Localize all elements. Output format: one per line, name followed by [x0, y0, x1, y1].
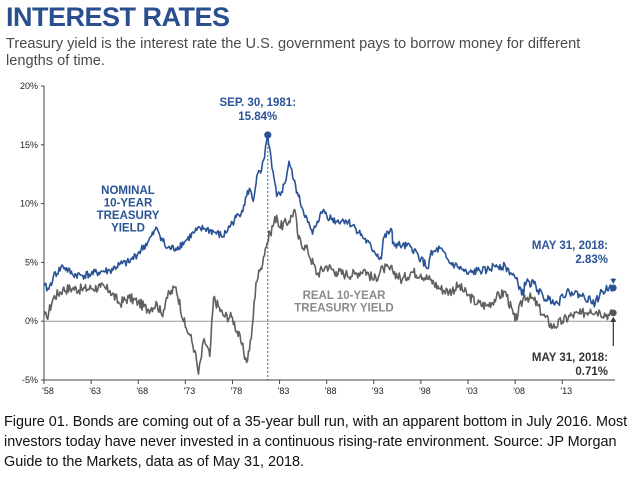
real-end-label-value: 0.71%	[575, 366, 608, 378]
nominal-yield-line	[43, 134, 615, 308]
peak-label-date: SEP. 30, 1981:	[220, 97, 297, 109]
figure-caption: Figure 01. Bonds are coming out of a 35-…	[4, 414, 628, 470]
x-tick-label: '63	[89, 386, 101, 396]
peak-marker	[264, 131, 272, 139]
y-tick-label: -5%	[22, 375, 38, 385]
chart-axes: -5% 0% 5% 10% 15% 20% '58 '63 '68 '73 '78 '83 '88 '93…	[20, 81, 615, 396]
y-tick-label: 0%	[25, 316, 38, 326]
real-yield-line	[43, 208, 615, 375]
real-series-label: TREASURY YIELD	[294, 303, 393, 315]
x-tick-label: '73	[183, 386, 195, 396]
real-series-label: REAL 10-YEAR	[303, 290, 387, 302]
nominal-series-label: NOMINAL	[101, 185, 155, 197]
real-end-arrowhead	[610, 316, 617, 322]
nominal-end-marker	[609, 284, 617, 292]
x-tick-label: '03	[466, 386, 478, 396]
y-tick-label: 15%	[20, 140, 38, 150]
x-tick-label: '93	[372, 386, 384, 396]
x-tick-label: '98	[419, 386, 431, 396]
peak-label-value: 15.84%	[238, 111, 277, 123]
y-tick-label: 20%	[20, 81, 38, 91]
nominal-end-arrowhead	[610, 278, 617, 284]
x-tick-label: '88	[325, 386, 337, 396]
x-tick-label: '08	[513, 386, 525, 396]
nominal-series-label: 10-YEAR	[104, 198, 153, 210]
real-end-label-date: MAY 31, 2018:	[532, 352, 608, 364]
x-tick-label: '68	[136, 386, 148, 396]
y-tick-label: 10%	[20, 199, 38, 209]
interest-rates-chart: -5% 0% 5% 10% 15% 20% '58 '63 '68 '73 '78 '83 '88 '93…	[20, 81, 617, 396]
real-end-marker	[609, 309, 617, 317]
nominal-end-label-date: MAY 31, 2018:	[532, 240, 608, 252]
y-tick-label: 5%	[25, 257, 38, 267]
nominal-end-label-value: 2.83%	[575, 254, 608, 266]
x-tick-label: '78	[231, 386, 243, 396]
chart-subtitle: Treasury yield is the interest rate the …	[6, 36, 581, 69]
chart-title: INTEREST RATES	[6, 2, 230, 32]
nominal-series-label: TREASURY	[97, 210, 160, 222]
series-layer	[43, 131, 617, 380]
x-tick-label: '83	[278, 386, 290, 396]
chart-labels: SEP. 30, 1981: 15.84% MAY 31, 2018: 2.83% MA…	[97, 97, 608, 378]
x-tick-label: '58	[42, 386, 54, 396]
nominal-series-label: YIELD	[111, 223, 145, 235]
x-tick-label: '13	[560, 386, 572, 396]
